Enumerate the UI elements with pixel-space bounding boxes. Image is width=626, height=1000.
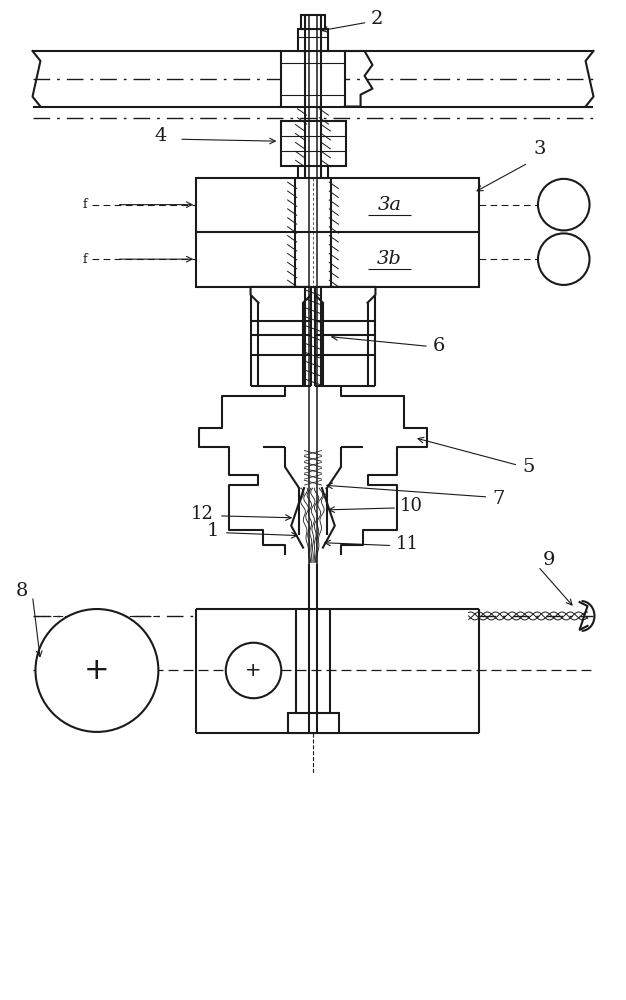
Text: 4: 4 <box>154 127 167 145</box>
Bar <box>281 51 345 107</box>
Bar <box>281 121 346 166</box>
Text: 8: 8 <box>16 582 29 600</box>
Bar <box>196 178 478 287</box>
Text: 10: 10 <box>400 497 423 515</box>
Text: 7: 7 <box>493 490 505 508</box>
Text: 9: 9 <box>543 551 555 569</box>
Text: 1: 1 <box>207 522 219 540</box>
Text: 11: 11 <box>395 535 418 553</box>
Text: +: + <box>84 656 110 685</box>
Circle shape <box>226 643 281 698</box>
Text: 2: 2 <box>371 10 383 28</box>
Bar <box>301 15 325 29</box>
Bar <box>288 713 339 733</box>
Text: f: f <box>83 198 87 211</box>
Text: 5: 5 <box>522 458 535 476</box>
Circle shape <box>36 609 158 732</box>
Text: 12: 12 <box>191 505 214 523</box>
Text: 6: 6 <box>433 337 445 355</box>
Text: f: f <box>83 253 87 266</box>
Bar <box>298 29 328 51</box>
Text: 3: 3 <box>533 140 545 158</box>
Text: 3b: 3b <box>377 250 402 268</box>
Text: +: + <box>245 661 262 680</box>
Text: 3a: 3a <box>377 196 401 214</box>
Circle shape <box>538 233 590 285</box>
Circle shape <box>538 179 590 230</box>
